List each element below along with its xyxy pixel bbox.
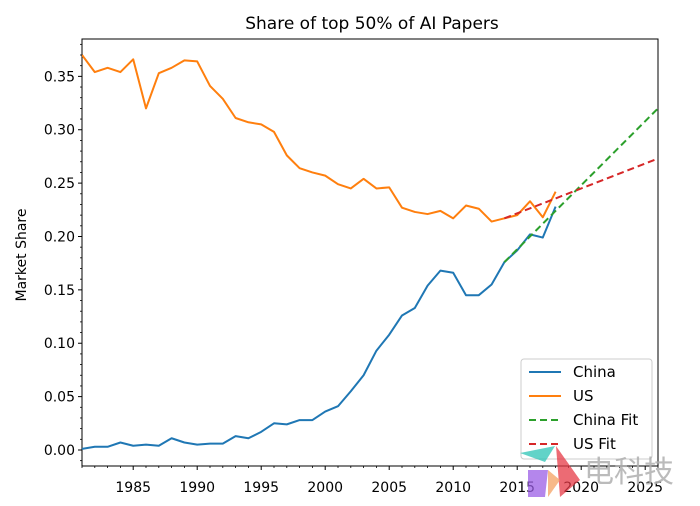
series-line-us-fit [504, 157, 658, 220]
y-axis: 0.00 0.05 0.10 0.15 0.20 0.25 0.30 0.35 [44, 43, 82, 462]
y-axis-label: Market Share [14, 209, 30, 302]
chart-title: Share of top 50% of AI Papers [245, 14, 499, 34]
y-tick-label: 0.30 [44, 123, 75, 139]
x-tick-label: 1985 [115, 480, 151, 496]
plot-area [81, 38, 659, 467]
legend-label: US Fit [573, 435, 616, 453]
y-tick-label: 0.10 [44, 336, 75, 352]
watermark-shape-teal [520, 446, 555, 462]
x-axis: 1985 1990 1995 2000 2005 2010 2015 2020 2025 [81, 466, 663, 496]
x-tick-label: 1995 [243, 480, 279, 496]
legend-label: US [573, 387, 594, 405]
series-layer [82, 54, 658, 450]
series-line-china-fit [503, 107, 658, 263]
watermark-shape-purple [528, 470, 548, 497]
watermark-text: 电科技 [584, 455, 674, 490]
x-tick-label: 1990 [179, 480, 215, 496]
watermark-shape-orange [548, 470, 560, 497]
legend: China US China Fit US Fit [520, 358, 653, 460]
x-tick-label: 2005 [371, 480, 407, 496]
legend-box [520, 358, 653, 460]
x-tick-label: 2025 [627, 480, 663, 496]
legend-label: China [573, 363, 616, 381]
y-tick-label: 0.25 [44, 176, 75, 192]
series-line-us [82, 54, 557, 223]
x-tick-label: 2000 [307, 480, 343, 496]
x-tick-label: 2010 [435, 480, 471, 496]
x-tick-label: 2015 [499, 480, 535, 496]
y-tick-label: 0.00 [44, 443, 75, 459]
series-line-china [82, 206, 557, 450]
y-tick-label: 0.15 [44, 283, 75, 299]
y-tick-label: 0.35 [44, 69, 75, 85]
plot-frame [81, 38, 659, 467]
y-tick-label: 0.05 [44, 390, 75, 406]
legend-label: China Fit [573, 411, 638, 429]
watermark-logo: 电科技 [520, 446, 674, 497]
y-tick-label: 0.20 [44, 229, 75, 245]
watermark-shape-red [556, 446, 580, 497]
